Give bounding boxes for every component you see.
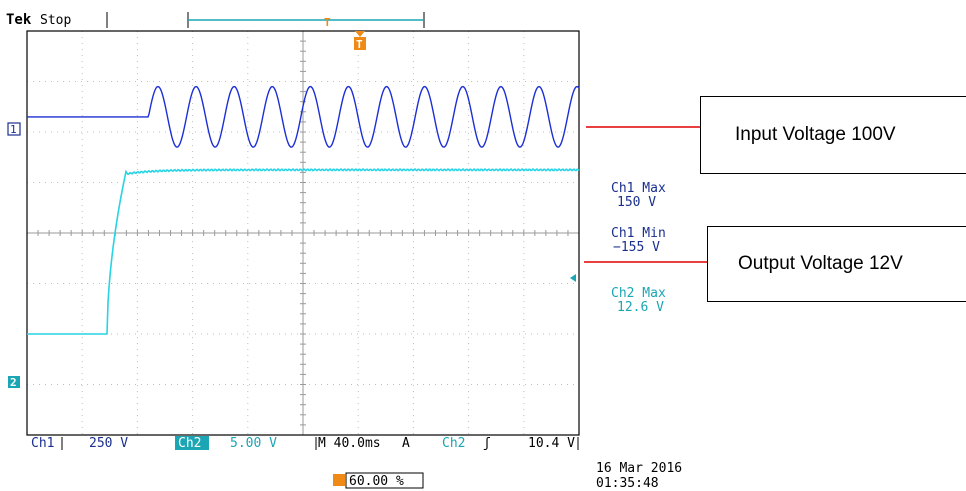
measurement-ch1-max-value: 150 V <box>617 195 656 210</box>
ch1-ground-marker[interactable]: 1 <box>7 122 21 136</box>
trigger-level: 10.4 V <box>528 436 575 451</box>
input-voltage-callout: Input Voltage 100V <box>700 96 966 174</box>
screen-border <box>26 30 580 436</box>
measurement-ch1-max-label: Ch1 Max <box>611 181 666 196</box>
trigger-position-marker[interactable]: T <box>354 31 366 51</box>
output-voltage-label: Output Voltage 12V <box>738 253 903 274</box>
ch2-trigger-level-marker <box>570 274 576 282</box>
ch1-label: Ch1 <box>31 436 54 451</box>
measurement-ch2-max: Ch2 Max 12.6 V <box>611 286 666 315</box>
ch2-ground-marker-label: 2 <box>10 376 17 389</box>
measurement-ch2-max-label: Ch2 Max <box>611 286 666 301</box>
capture-date: 16 Mar 2016 <box>596 461 682 476</box>
horizontal-position-value: 60.00 % <box>349 474 404 489</box>
graticule <box>26 30 580 436</box>
ch2-ground-marker[interactable]: 2 <box>8 376 20 389</box>
timebase: M 40.0ms <box>318 436 381 451</box>
capture-time: 01:35:48 <box>596 476 659 491</box>
measurement-ch1-min-label: Ch1 Min <box>611 226 666 241</box>
horizontal-position-readout: 60.00 % <box>333 472 424 489</box>
run-state-label: Stop <box>40 13 71 28</box>
input-voltage-label: Input Voltage 100V <box>735 124 896 145</box>
trigger-mode: A <box>402 436 410 451</box>
measurement-ch1-min: Ch1 Min −155 V <box>611 226 666 255</box>
ch2-label-bg <box>175 436 209 450</box>
output-voltage-arrow <box>584 256 725 268</box>
measurement-ch2-max-value: 12.6 V <box>617 300 664 315</box>
trigger-position-marker-label: T <box>356 38 363 51</box>
brand-label: Tek <box>6 12 32 28</box>
ch1-scale: 250 V <box>89 436 128 451</box>
trigger-slope-icon: ʃ <box>483 436 491 451</box>
measurement-ch1-min-value: −155 V <box>613 240 660 255</box>
output-voltage-callout: Output Voltage 12V <box>707 226 966 302</box>
ch2-scale: 5.00 V <box>230 436 277 451</box>
ch2-waveform <box>27 168 580 335</box>
record-position-bar <box>187 12 425 28</box>
measurement-ch1-max: Ch1 Max 150 V <box>611 181 666 210</box>
ch2-label: Ch2 <box>178 436 201 451</box>
ch1-waveform <box>27 85 580 148</box>
trigger-position-top-marker: T <box>324 16 331 29</box>
trigger-source: Ch2 <box>442 436 465 451</box>
status-bar: Ch1 250 V Ch2 5.00 V M 40.0ms A Ch2 ʃ 10… <box>31 436 579 451</box>
ch1-ground-marker-label: 1 <box>10 123 17 136</box>
